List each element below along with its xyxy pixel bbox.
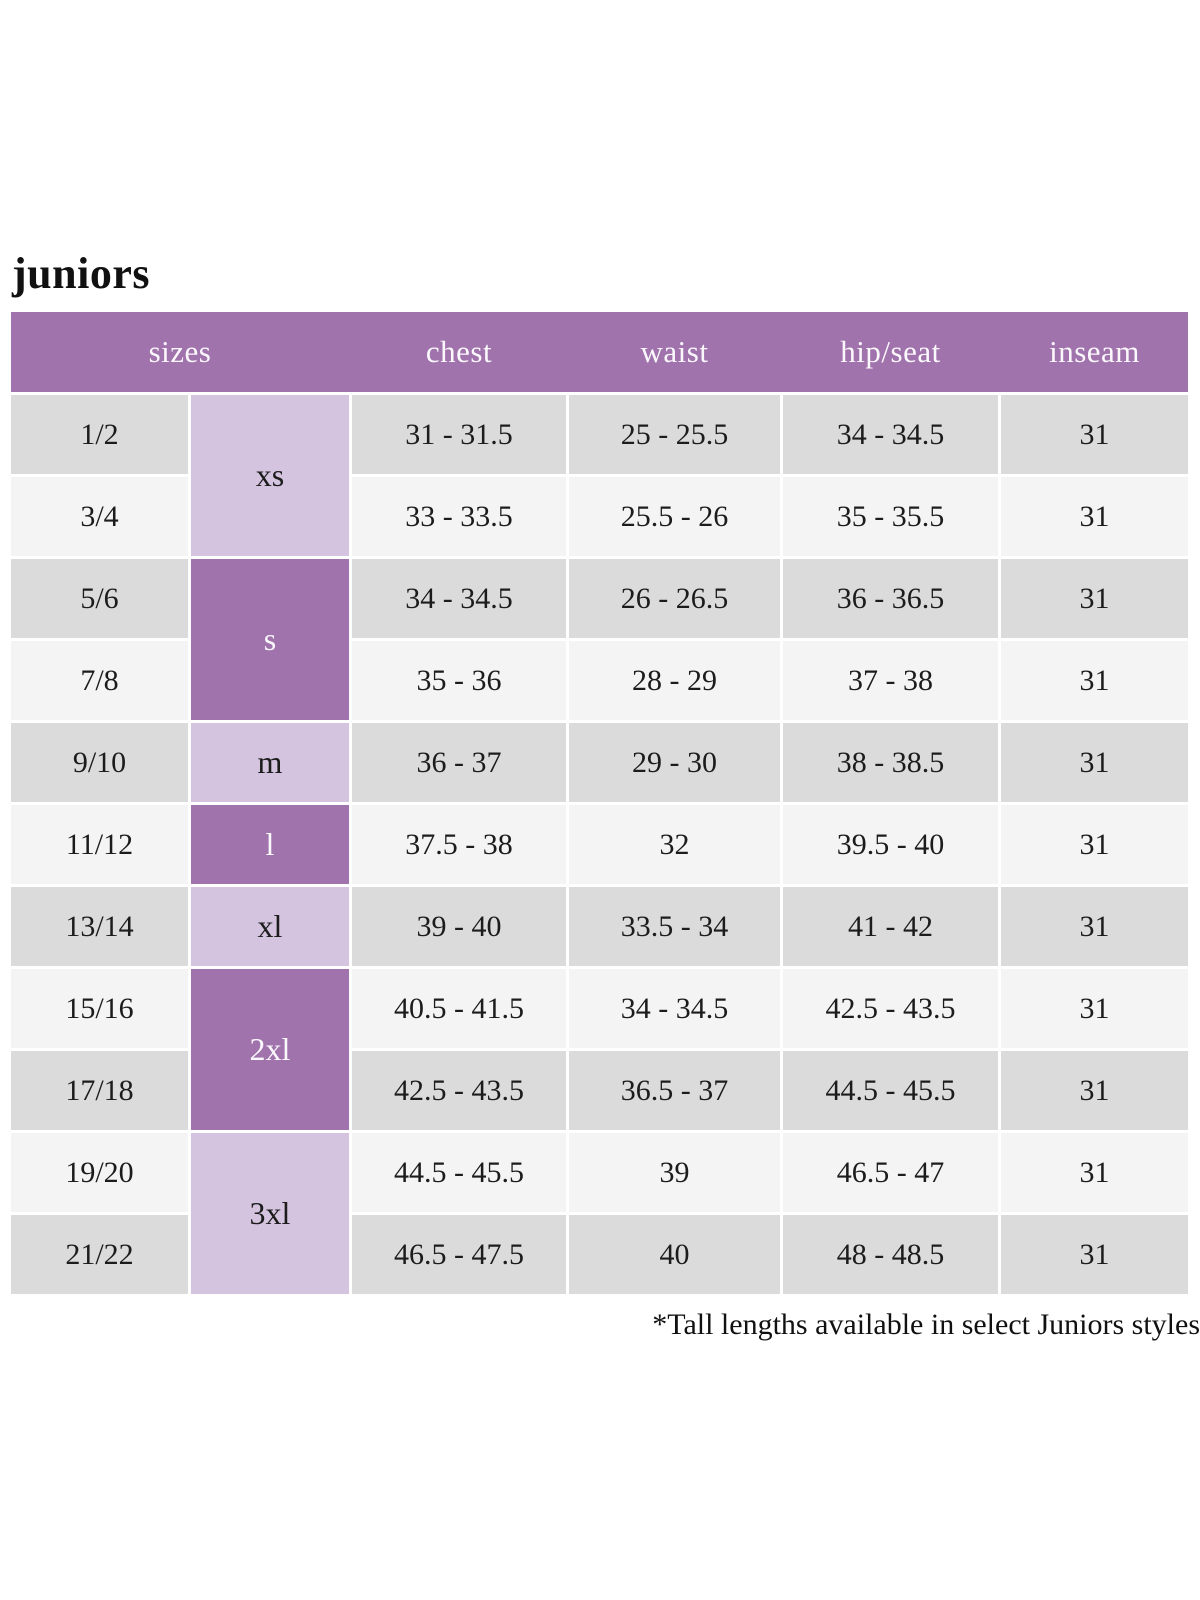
hip-seat-cell: 38 - 38.5 xyxy=(783,723,998,802)
size-cell: 1/2 xyxy=(11,395,188,474)
chest-cell: 31 - 31.5 xyxy=(352,395,566,474)
size-chart-table: sizes chest waist hip/seat inseam xs s m… xyxy=(11,312,1188,1294)
column-header-inseam: inseam xyxy=(1049,334,1140,369)
waist-cell: 39 xyxy=(569,1133,780,1212)
hip-seat-cell: 41 - 42 xyxy=(783,887,998,966)
size-cell: 19/20 xyxy=(11,1133,188,1212)
size-cell: 17/18 xyxy=(11,1051,188,1130)
size-group-cell-3xl: 3xl xyxy=(191,1133,349,1294)
hip-seat-cell: 39.5 - 40 xyxy=(783,805,998,884)
hip-seat-cell: 36 - 36.5 xyxy=(783,559,998,638)
waist-cell: 28 - 29 xyxy=(569,641,780,720)
waist-cell: 36.5 - 37 xyxy=(569,1051,780,1130)
size-group-cell-xs: xs xyxy=(191,395,349,556)
hip-seat-cell: 37 - 38 xyxy=(783,641,998,720)
inseam-cell: 31 xyxy=(1001,395,1188,474)
size-cell: 3/4 xyxy=(11,477,188,556)
size-cell: 15/16 xyxy=(11,969,188,1048)
chest-cell: 40.5 - 41.5 xyxy=(352,969,566,1048)
inseam-cell: 31 xyxy=(1001,1051,1188,1130)
waist-cell: 40 xyxy=(569,1215,780,1294)
waist-cell: 32 xyxy=(569,805,780,884)
tall-lengths-footnote: *Tall lengths available in select Junior… xyxy=(652,1308,1200,1341)
hip-seat-cell: 35 - 35.5 xyxy=(783,477,998,556)
inseam-cell: 31 xyxy=(1001,477,1188,556)
chest-cell: 34 - 34.5 xyxy=(352,559,566,638)
inseam-cell: 31 xyxy=(1001,805,1188,884)
size-group-cell-l: l xyxy=(191,805,349,884)
chest-cell: 44.5 - 45.5 xyxy=(352,1133,566,1212)
table-header-labels: sizes chest waist hip/seat inseam xyxy=(11,312,1188,392)
inseam-cell: 31 xyxy=(1001,1215,1188,1294)
size-cell: 7/8 xyxy=(11,641,188,720)
inseam-cell: 31 xyxy=(1001,1133,1188,1212)
size-cell: 13/14 xyxy=(11,887,188,966)
chest-cell: 37.5 - 38 xyxy=(352,805,566,884)
column-header-hip-seat: hip/seat xyxy=(840,334,941,369)
inseam-cell: 31 xyxy=(1001,559,1188,638)
waist-cell: 25 - 25.5 xyxy=(569,395,780,474)
size-group-cell-s: s xyxy=(191,559,349,720)
page-title: juniors xyxy=(12,249,150,298)
inseam-cell: 31 xyxy=(1001,641,1188,720)
size-chart-page: juniors sizes chest waist hip/seat insea… xyxy=(11,0,1200,1342)
inseam-cell: 31 xyxy=(1001,723,1188,802)
size-group-cell-2xl: 2xl xyxy=(191,969,349,1130)
waist-cell: 29 - 30 xyxy=(569,723,780,802)
hip-seat-cell: 44.5 - 45.5 xyxy=(783,1051,998,1130)
chest-cell: 35 - 36 xyxy=(352,641,566,720)
waist-cell: 33.5 - 34 xyxy=(569,887,780,966)
chest-cell: 33 - 33.5 xyxy=(352,477,566,556)
size-cell: 11/12 xyxy=(11,805,188,884)
waist-cell: 25.5 - 26 xyxy=(569,477,780,556)
chest-cell: 39 - 40 xyxy=(352,887,566,966)
chest-cell: 46.5 - 47.5 xyxy=(352,1215,566,1294)
size-cell: 9/10 xyxy=(11,723,188,802)
inseam-cell: 31 xyxy=(1001,887,1188,966)
hip-seat-cell: 46.5 - 47 xyxy=(783,1133,998,1212)
chest-cell: 42.5 - 43.5 xyxy=(352,1051,566,1130)
size-group-cell-xl: xl xyxy=(191,887,349,966)
chest-cell: 36 - 37 xyxy=(352,723,566,802)
column-header-chest: chest xyxy=(425,334,493,369)
size-cell: 21/22 xyxy=(11,1215,188,1294)
inseam-cell: 31 xyxy=(1001,969,1188,1048)
table-header-bar: sizes chest waist hip/seat inseam xyxy=(11,312,1188,392)
size-cell: 5/6 xyxy=(11,559,188,638)
hip-seat-cell: 34 - 34.5 xyxy=(783,395,998,474)
hip-seat-cell: 42.5 - 43.5 xyxy=(783,969,998,1048)
hip-seat-cell: 48 - 48.5 xyxy=(783,1215,998,1294)
waist-cell: 34 - 34.5 xyxy=(569,969,780,1048)
size-group-cell-m: m xyxy=(191,723,349,802)
column-header-sizes: sizes xyxy=(148,334,212,369)
column-header-waist: waist xyxy=(640,334,709,369)
waist-cell: 26 - 26.5 xyxy=(569,559,780,638)
